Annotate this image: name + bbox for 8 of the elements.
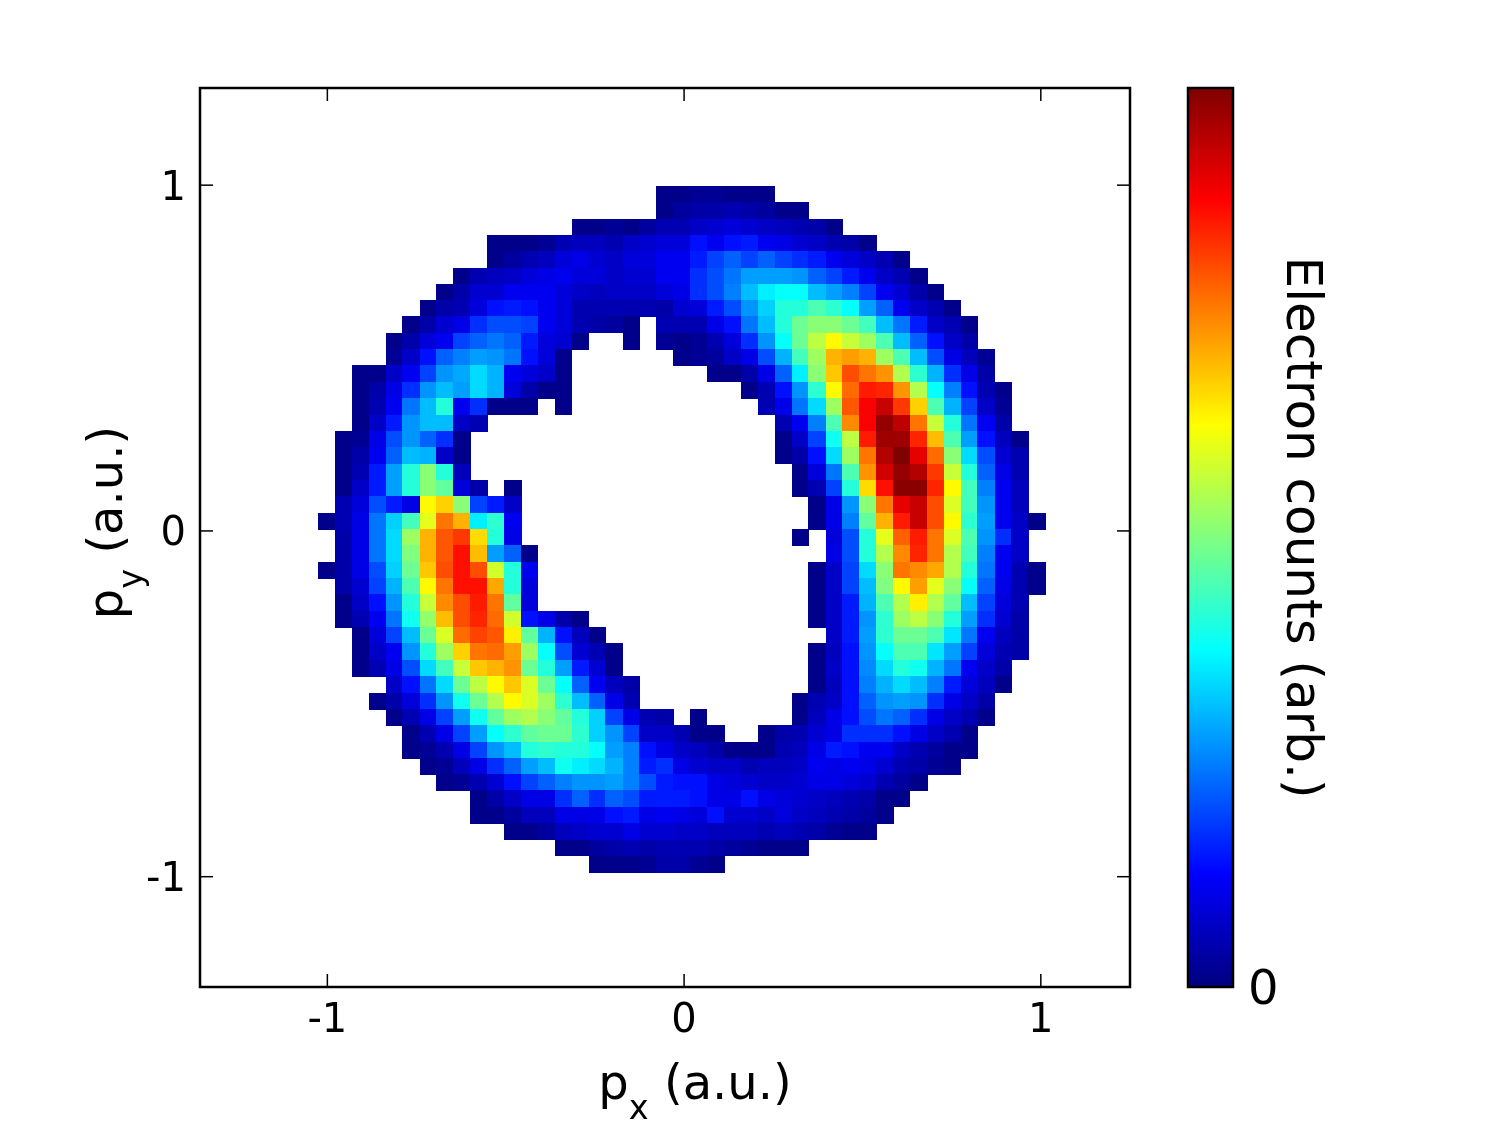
y-tick-label: 0 [160, 508, 186, 555]
x-tick-label: 1 [1028, 995, 1054, 1041]
color-bar-title: Electron counts (arb.) [1275, 256, 1333, 799]
x-tick-label: 0 [671, 995, 697, 1041]
x-axis-title: p$_{x}$ (a.u.) [598, 1054, 792, 1125]
y-tick-label: 1 [160, 162, 186, 209]
y-tick-label: -1 [146, 854, 186, 901]
x-tick-label: -1 [307, 995, 348, 1041]
